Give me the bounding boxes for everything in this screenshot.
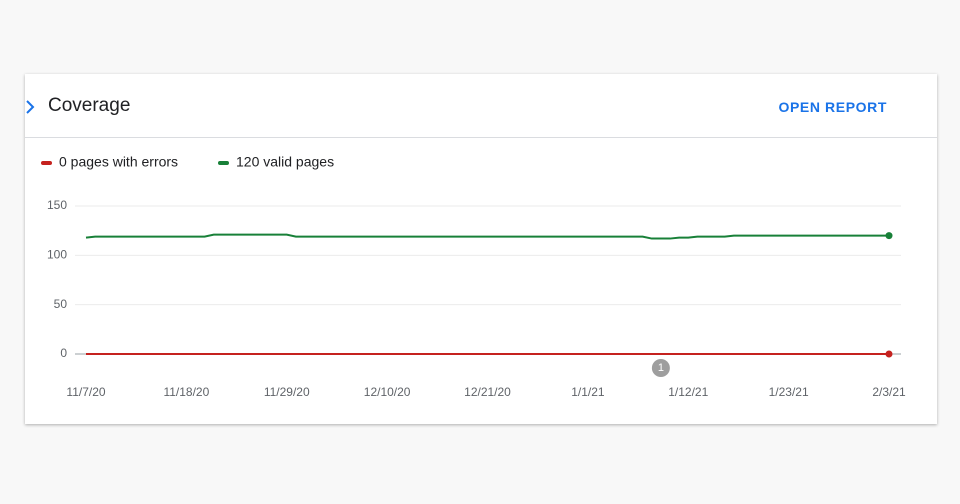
y-tick-label: 0 (60, 346, 67, 360)
x-tick-label: 1/23/21 (769, 385, 809, 399)
x-tick-label: 12/21/20 (464, 385, 511, 399)
y-tick-label: 150 (47, 198, 67, 212)
x-tick-label: 2/3/21 (872, 385, 906, 399)
x-tick-label: 1/12/21 (668, 385, 708, 399)
x-tick-label: 11/7/20 (66, 385, 105, 399)
annotation-label: 1 (658, 362, 664, 374)
y-tick-label: 100 (47, 248, 67, 262)
x-tick-label: 11/18/20 (163, 385, 209, 399)
end-point (885, 350, 893, 358)
x-tick-label: 1/1/21 (571, 385, 605, 399)
legend-label: 120 valid pages (236, 154, 334, 170)
legend-label: 0 pages with errors (59, 154, 178, 170)
divider (25, 137, 937, 138)
card-title: Coverage (48, 95, 131, 116)
open-report-link[interactable]: OPEN REPORT (778, 99, 887, 115)
chevron-icon[interactable] (25, 99, 35, 115)
series-line (85, 233, 889, 240)
annotation-badge (651, 359, 670, 377)
y-tick-label: 50 (54, 297, 68, 311)
coverage-card: Coverage OPEN REPORT (25, 74, 937, 424)
x-tick-label: 11/29/20 (264, 385, 310, 399)
legend-swatch (218, 161, 229, 165)
legend-swatch (41, 161, 52, 165)
end-point (885, 232, 893, 240)
x-tick-label: 12/10/20 (364, 385, 411, 399)
